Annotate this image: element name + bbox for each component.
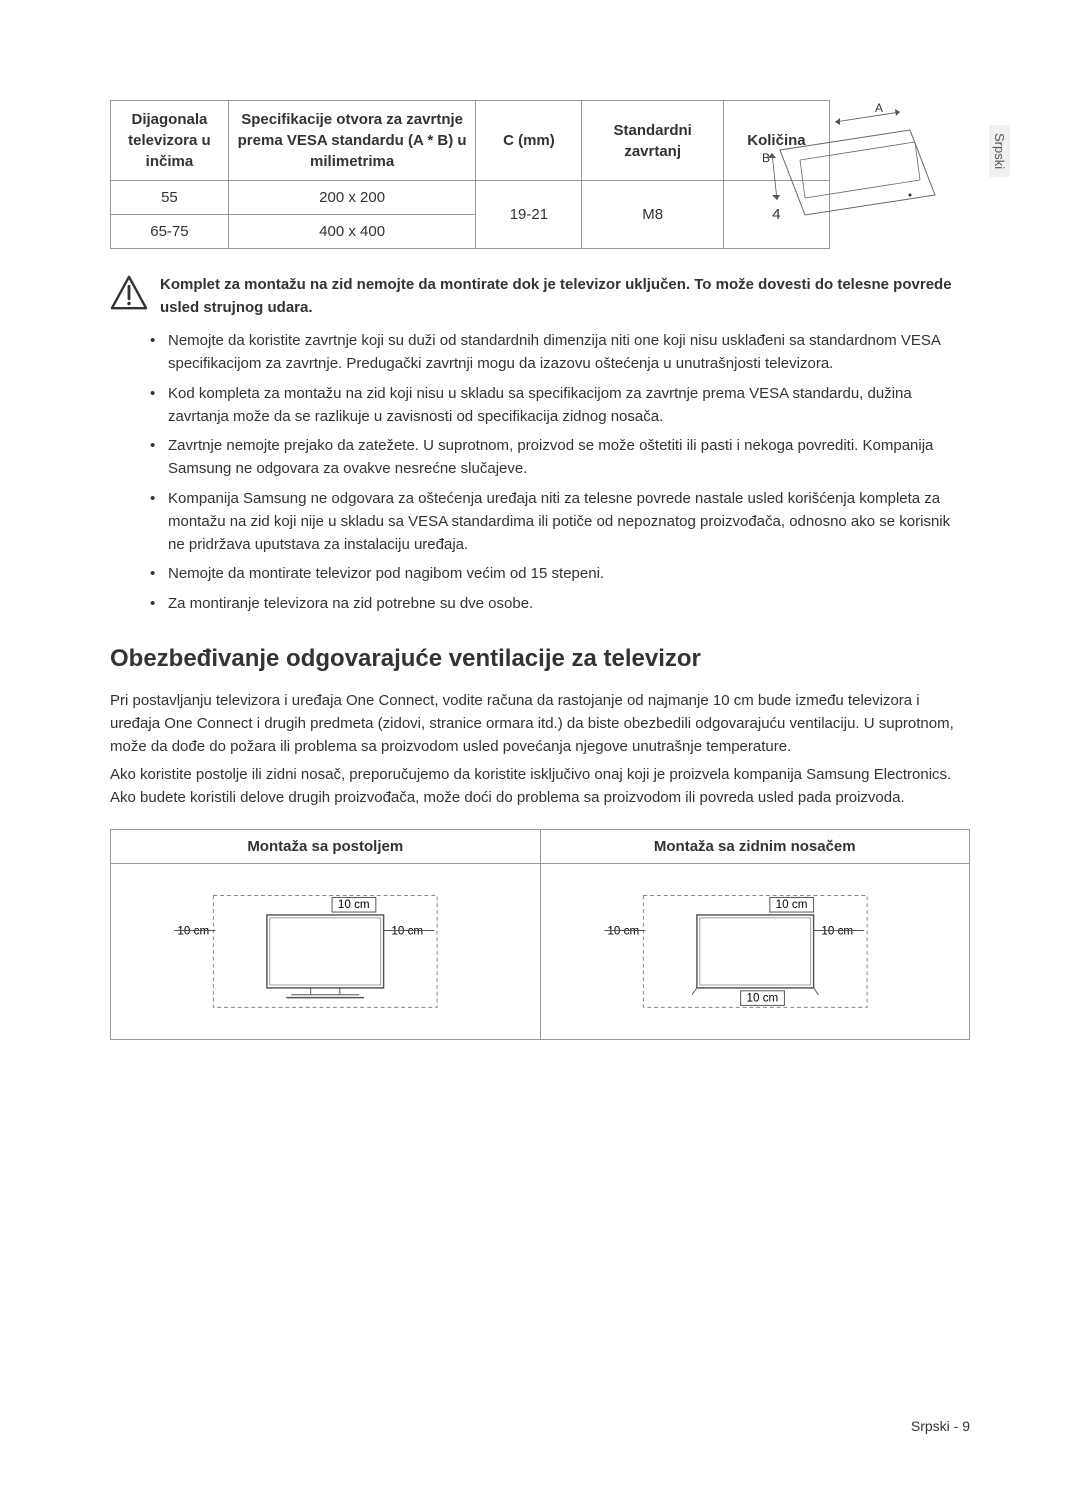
list-item: Za montiranje televizora na zid potrebne…	[150, 592, 970, 615]
vent-th-stand: Montaža sa postoljem	[111, 830, 541, 864]
svg-text:A: A	[875, 101, 883, 115]
warning-triangle-icon	[110, 274, 148, 312]
svg-text:10 cm: 10 cm	[775, 898, 807, 911]
vent-header-row: Montaža sa postoljem Montaža sa zidnim n…	[111, 830, 970, 864]
table-header-row: Dijagonala televizora u inčima Specifika…	[111, 101, 830, 181]
paragraph-1: Pri postavljanju televizora i uređaja On…	[110, 689, 970, 759]
warning-text: Komplet za montažu na zid nemojte da mon…	[160, 274, 970, 319]
list-item: Nemojte da koristite zavrtnje koji su du…	[150, 329, 970, 376]
vent-th-wall: Montaža sa zidnim nosačem	[540, 830, 970, 864]
cell-diag-55: 55	[111, 181, 229, 215]
th-spec: Specifikacije otvora za zavrtnje prema V…	[228, 101, 476, 181]
vent-diagram-row: 10 cm 10 cm 10 cm 10 cm 10 cm 10 cm	[111, 864, 970, 1040]
cell-diag-65-75: 65-75	[111, 215, 229, 249]
side-language-tab: Srpski	[989, 125, 1010, 177]
spec-table-container: Dijagonala televizora u inčima Specifika…	[110, 100, 970, 249]
cell-c-shared: 19-21	[476, 181, 582, 249]
list-item: Kompanija Samsung ne odgovara za oštećen…	[150, 487, 970, 557]
list-item: Kod kompleta za montažu na zid koji nisu…	[150, 382, 970, 429]
list-item: Zavrtnje nemojte prejako da zatežete. U …	[150, 434, 970, 481]
vent-wall-cell: 10 cm 10 cm 10 cm 10 cm	[540, 864, 970, 1040]
wall-mount-diagram: 10 cm 10 cm 10 cm 10 cm	[551, 874, 960, 1024]
vesa-spec-table: Dijagonala televizora u inčima Specifika…	[110, 100, 830, 249]
svg-text:B: B	[762, 151, 770, 165]
ventilation-section-title: Obezbeđivanje odgovarajuće ventilacije z…	[110, 645, 970, 673]
cell-spec-55: 200 x 200	[228, 181, 476, 215]
vent-stand-cell: 10 cm 10 cm 10 cm	[111, 864, 541, 1040]
svg-text:10 cm: 10 cm	[338, 898, 370, 911]
cell-screw-shared: M8	[582, 181, 723, 249]
bullet-list: Nemojte da koristite zavrtnje koji su du…	[110, 329, 970, 615]
cell-spec-65-75: 400 x 400	[228, 215, 476, 249]
list-item: Nemojte da montirate televizor pod nagib…	[150, 562, 970, 585]
paragraph-2: Ako koristite postolje ili zidni nosač, …	[110, 763, 970, 810]
th-screw: Standardni zavrtanj	[582, 101, 723, 181]
vesa-plate-diagram: A B	[760, 100, 960, 230]
warning-block: Komplet za montažu na zid nemojte da mon…	[110, 274, 970, 319]
page-footer: Srpski - 9	[911, 1418, 970, 1434]
svg-text:10 cm: 10 cm	[746, 992, 778, 1005]
table-row: 55 200 x 200 19-21 M8 4	[111, 181, 830, 215]
th-diagonal: Dijagonala televizora u inčima	[111, 101, 229, 181]
ventilation-table: Montaža sa postoljem Montaža sa zidnim n…	[110, 829, 970, 1040]
stand-mount-diagram: 10 cm 10 cm 10 cm	[121, 874, 530, 1024]
th-c: C (mm)	[476, 101, 582, 181]
